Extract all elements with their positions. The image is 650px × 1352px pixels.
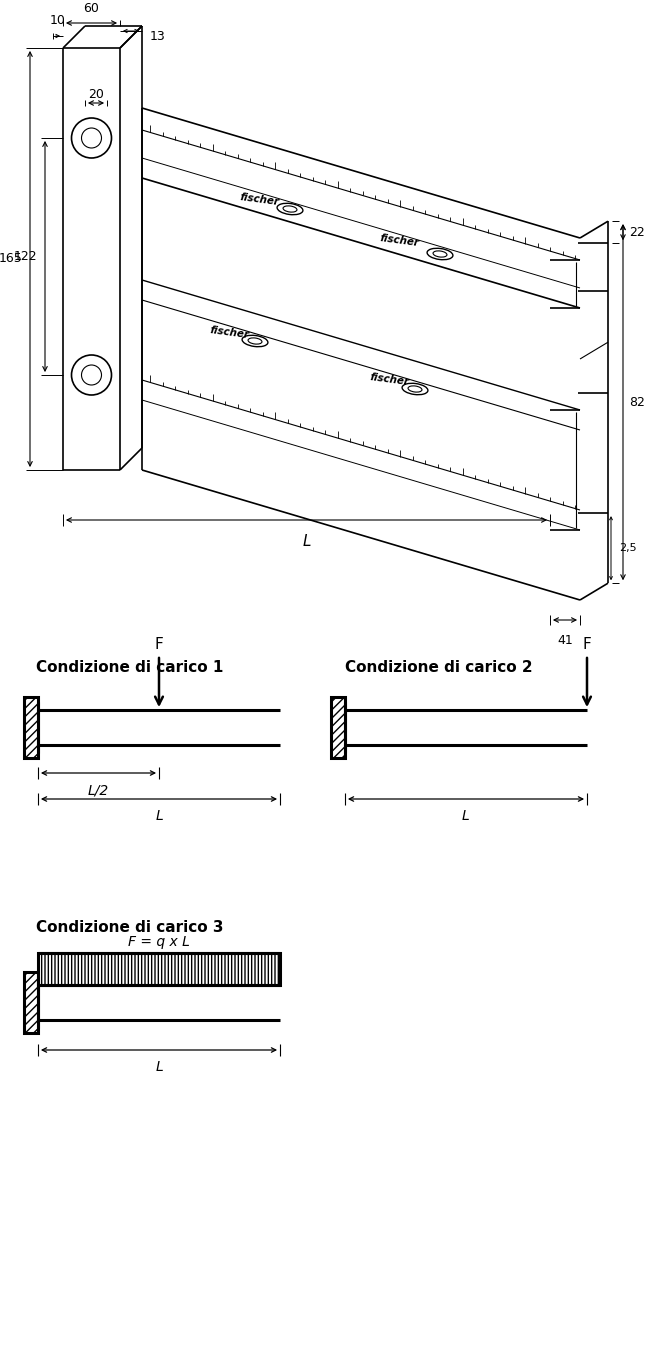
Text: fischer: fischer [380,233,421,247]
Bar [331,698,345,758]
Text: fischer: fischer [240,192,280,207]
Bar [24,698,38,758]
Text: L: L [462,808,470,823]
Text: 13: 13 [150,30,166,42]
Text: 10: 10 [50,14,66,27]
Text: 2,5: 2,5 [619,544,636,553]
Text: F: F [155,637,163,652]
Text: fischer: fischer [370,372,410,387]
Text: F = q x L: F = q x L [128,936,190,949]
Text: L: L [155,1060,163,1073]
Text: 41: 41 [557,634,573,648]
Text: 60: 60 [84,1,99,15]
Text: Condizione di carico 1: Condizione di carico 1 [36,660,224,675]
Text: F: F [582,637,592,652]
Text: L: L [302,534,311,549]
Bar [38,953,280,986]
Text: Condizione di carico 3: Condizione di carico 3 [36,919,224,936]
Text: L: L [155,808,163,823]
Text: 82: 82 [629,396,645,408]
Bar [24,972,38,1033]
Text: 22: 22 [629,226,645,239]
Text: 165: 165 [0,253,22,265]
Text: 20: 20 [88,88,104,101]
Text: L/2: L/2 [88,783,109,796]
Text: Condizione di carico 2: Condizione di carico 2 [345,660,532,675]
Text: fischer: fischer [210,324,250,339]
Text: 122: 122 [14,250,37,262]
